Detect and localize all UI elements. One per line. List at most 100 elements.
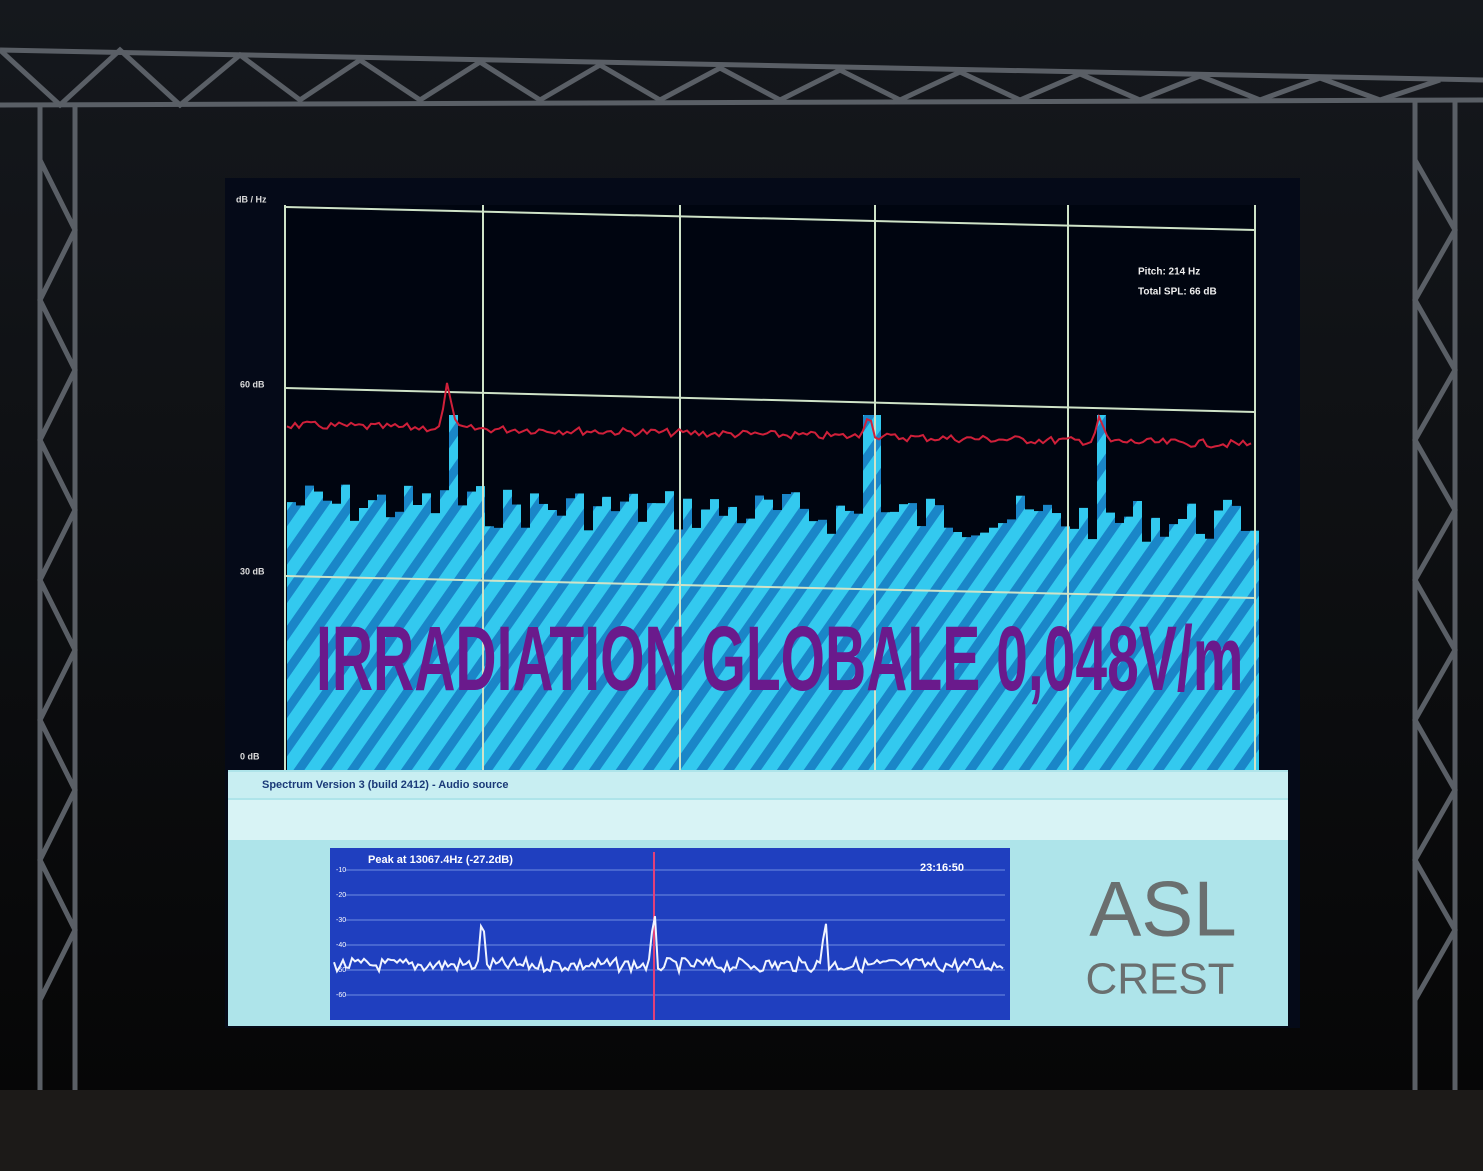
bar [881,512,890,770]
bar [1016,495,1025,770]
bar [935,505,944,770]
bar [557,515,566,770]
bar [548,510,557,770]
bar [908,503,917,770]
bar [1124,516,1133,770]
bar [1007,519,1016,770]
bar [710,499,719,770]
bar [872,415,881,770]
bar [602,496,611,770]
bar [665,491,674,770]
bar [1133,500,1142,770]
bar [719,515,728,770]
bar [350,520,359,770]
bar [332,503,341,770]
peak-trace [286,382,1252,449]
bar [701,509,710,770]
bar [656,503,665,770]
bar [782,493,791,770]
bar [1214,510,1223,770]
bar [890,511,899,770]
bar [1106,512,1115,770]
bar [296,505,305,770]
bar [818,519,827,770]
bar [494,527,503,770]
bar [800,508,809,770]
y-label: 30 dB [240,566,265,576]
bar [1241,530,1250,770]
lower-grid [345,869,1005,996]
bar [566,498,575,770]
bar [620,501,629,770]
bar [917,526,926,770]
y-label: 0 dB [240,751,260,761]
bar [980,532,989,770]
bar [1034,511,1043,770]
logo-line1: ASL [1089,865,1236,953]
unit-label: dB / Hz [236,194,267,204]
lower-y-label: -40 [336,942,346,949]
lower-y-label: -20 [336,892,346,899]
bar [359,508,368,770]
bar [845,510,854,770]
bar [863,415,872,770]
bar [584,530,593,770]
bar [1025,509,1034,770]
bar [1205,538,1214,770]
bar [305,485,314,770]
bar [1142,541,1151,770]
bar [989,527,998,770]
bar [953,531,962,770]
bar [485,526,494,770]
bar [836,505,845,770]
spectrum-bars [287,415,1259,770]
bar [422,493,431,770]
lower-plot [330,848,1010,1020]
bar [962,537,971,770]
bar [341,484,350,770]
readout: Total SPL: 66 dB [1138,287,1217,298]
y-label: 60 dB [240,379,265,389]
time-label: 23:16:50 [920,862,964,874]
readout: Pitch: 214 Hz [1138,267,1200,278]
bar [368,500,377,770]
bar [287,502,296,770]
title-bar [228,772,1288,798]
bar [431,513,440,770]
bar [629,493,638,770]
bar [530,493,539,770]
bar [1115,522,1124,770]
bar [323,500,332,770]
toolbar [228,800,1288,840]
bar [773,510,782,770]
grid [284,205,1256,770]
bar [1178,518,1187,770]
bar [377,494,386,770]
window-title: Spectrum Version 3 (build 2412) - Audio … [262,779,509,791]
bar [1223,499,1232,770]
bar [764,499,773,770]
bar [1061,526,1070,770]
bar [854,513,863,770]
spectrum-trace [333,916,1004,976]
bar [1052,513,1061,770]
bar [458,505,467,770]
bar [755,495,764,770]
bar [476,486,485,770]
bar [791,492,800,770]
bar [1160,536,1169,770]
bar [692,527,701,770]
bar [1196,533,1205,770]
bar [647,503,656,770]
bar [746,518,755,770]
bar [449,415,458,770]
bar [1232,505,1241,770]
bar [1079,507,1088,770]
bar [944,527,953,770]
bar [683,498,692,770]
lower-y-label: -10 [336,867,346,874]
lower-y-label: -60 [336,992,346,999]
bar [1070,528,1079,770]
peak-label: Peak at 13067.4Hz (-27.2dB) [368,854,513,866]
